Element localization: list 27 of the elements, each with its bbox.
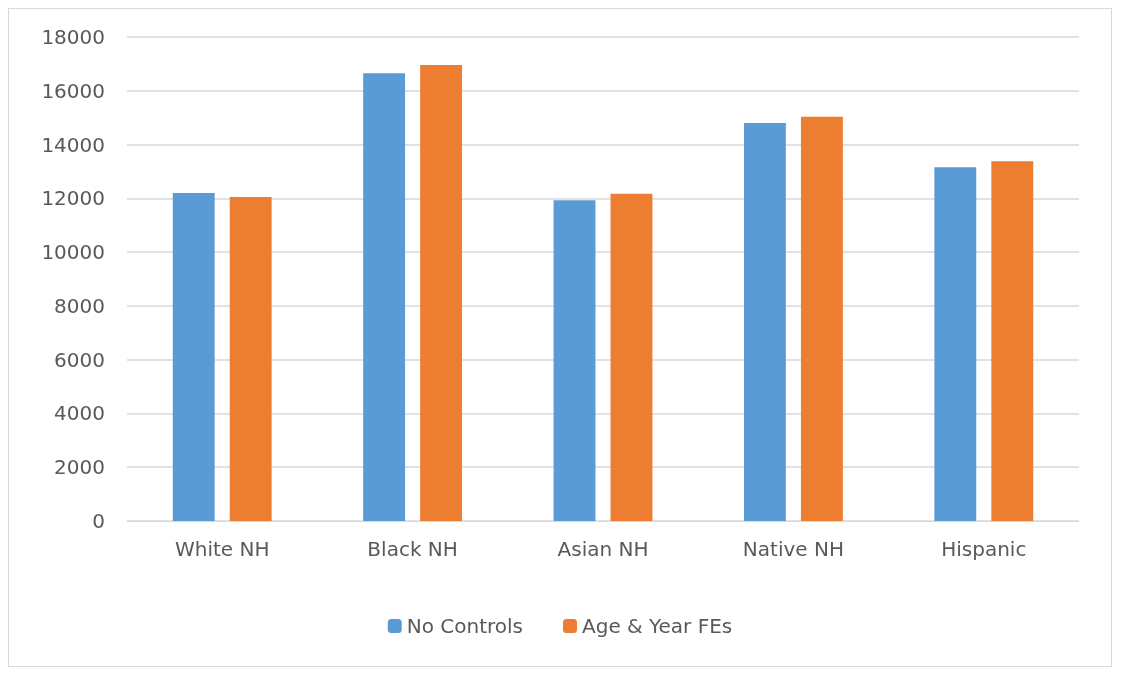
bar	[800, 116, 843, 521]
bar	[743, 123, 786, 521]
x-tick-label: Asian NH	[557, 537, 649, 561]
y-tick-label: 12000	[41, 186, 105, 211]
x-tick-label: White NH	[174, 537, 270, 561]
y-tick-label: 16000	[41, 78, 105, 103]
bar	[553, 200, 596, 521]
y-tick-label: 0	[92, 509, 105, 533]
bar	[610, 193, 653, 521]
bar	[934, 167, 977, 521]
x-tick-label: Native NH	[742, 537, 844, 561]
y-tick-label: 4000	[54, 401, 105, 426]
legend-label: Age & Year FEs	[582, 614, 733, 638]
y-tick-label: 10000	[41, 240, 105, 265]
y-tick-label: 8000	[54, 293, 105, 318]
y-tick-label: 2000	[54, 455, 105, 480]
bar	[229, 196, 272, 521]
bar	[420, 64, 463, 521]
x-tick-label: Black NH	[367, 537, 458, 561]
y-tick-label: 14000	[41, 132, 105, 157]
legend-label: No Controls	[406, 614, 524, 638]
y-tick-label: 18000	[41, 25, 105, 49]
y-tick-label: 6000	[54, 347, 105, 372]
bar	[363, 73, 406, 521]
bar	[172, 192, 215, 521]
bar	[991, 161, 1034, 521]
x-tick-label: Hispanic	[941, 537, 1027, 561]
